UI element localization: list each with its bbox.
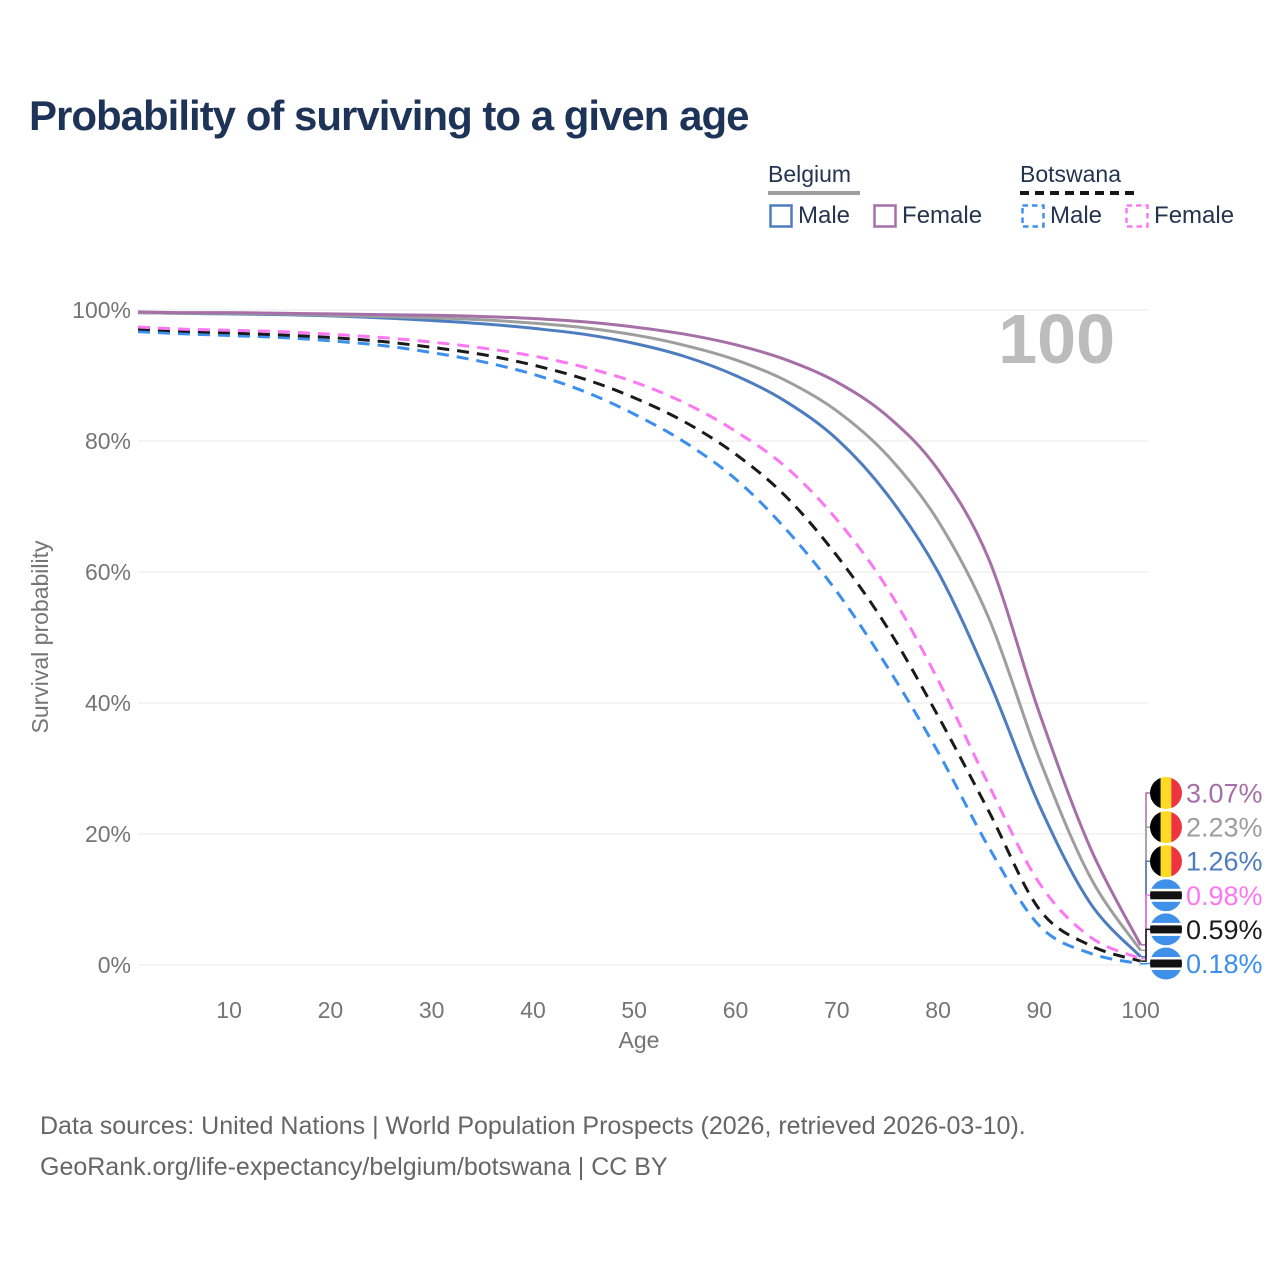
y-axis-title: Survival probability bbox=[27, 540, 53, 734]
legend-item-label: Female bbox=[902, 202, 983, 229]
y-tick-label: 80% bbox=[85, 428, 131, 454]
legend-swatch-icon bbox=[769, 204, 793, 228]
end-label-belgium-male: 1.26% bbox=[1186, 847, 1263, 877]
x-tick-label: 70 bbox=[824, 997, 850, 1023]
botswana-flag-icon bbox=[1150, 947, 1182, 980]
botswana-flag-icon bbox=[1150, 879, 1182, 912]
legend-group-title: Botswana bbox=[1020, 161, 1122, 187]
belgium-flag-icon bbox=[1150, 777, 1182, 809]
legend-group-botswana: Botswana Male Female bbox=[1020, 161, 1234, 230]
x-tick-label: 90 bbox=[1027, 997, 1053, 1023]
legend-item-label: Male bbox=[798, 202, 851, 229]
legend-item-botswana-male[interactable]: Male bbox=[1020, 202, 1102, 230]
end-label-botswana-female: 0.98% bbox=[1186, 881, 1263, 911]
x-tick-label: 40 bbox=[520, 997, 546, 1023]
survival-chart: 100 0% 20% 40% 60% 80% 100% 10 20 30 40 50 60 70 80 90… bbox=[27, 297, 1263, 1053]
x-axis-title: Age bbox=[619, 1027, 660, 1053]
botswana-flag-icon bbox=[1150, 913, 1182, 946]
end-label-botswana-combined: 0.59% bbox=[1186, 915, 1263, 945]
gridlines bbox=[138, 309, 1148, 966]
page-title: Probability of surviving to a given age bbox=[29, 92, 749, 139]
series-line-belgium-female bbox=[137, 310, 1142, 946]
x-tick-label: 100 bbox=[1121, 997, 1159, 1023]
x-tick-label: 30 bbox=[419, 997, 445, 1023]
legend-swatch-icon bbox=[1021, 204, 1045, 228]
legend-group-title: Belgium bbox=[768, 161, 852, 187]
x-tick-label: 50 bbox=[621, 997, 647, 1023]
x-tick-label: 80 bbox=[925, 997, 951, 1023]
legend-item-label: Male bbox=[1050, 202, 1103, 229]
y-tick-label: 40% bbox=[85, 690, 131, 716]
footer-attribution: GeoRank.org/life-expectancy/belgium/bots… bbox=[40, 1153, 668, 1181]
legend-swatch-icon bbox=[1125, 204, 1149, 228]
y-tick-label: 0% bbox=[98, 952, 131, 978]
y-tick-label: 60% bbox=[85, 559, 131, 585]
series-line-belgium-male bbox=[137, 311, 1142, 958]
x-tick-label: 20 bbox=[318, 997, 344, 1023]
y-tick-label: 20% bbox=[85, 821, 131, 847]
belgium-flag-icon bbox=[1150, 845, 1182, 878]
end-label-connector-botswana-combined bbox=[1141, 928, 1150, 962]
end-label-connector-botswana-female bbox=[1141, 894, 1150, 960]
legend-solid-line-sample bbox=[768, 191, 860, 195]
series-line-botswana-female bbox=[137, 325, 1142, 960]
age-watermark: 100 bbox=[998, 300, 1115, 378]
end-label-botswana-male: 0.18% bbox=[1186, 949, 1263, 979]
legend-group-belgium: Belgium Male Female bbox=[768, 161, 982, 230]
end-label-belgium-female: 3.07% bbox=[1186, 779, 1263, 809]
series-line-belgium-combined bbox=[137, 311, 1142, 952]
legend-item-label: Female bbox=[1154, 202, 1235, 229]
footer-data-sources: Data sources: United Nations | World Pop… bbox=[40, 1112, 1026, 1140]
axis-ticks: 0% 20% 40% 60% 80% 100% 10 20 30 40 50 60 70 80 90 100 bbox=[72, 297, 1160, 1023]
y-tick-label: 100% bbox=[72, 297, 131, 323]
legend-item-belgium-female[interactable]: Female bbox=[872, 202, 982, 230]
series-lines bbox=[137, 310, 1142, 966]
legend-item-botswana-female[interactable]: Female bbox=[1124, 202, 1234, 230]
belgium-flag-icon bbox=[1150, 811, 1182, 844]
legend-dashed-line-sample bbox=[1020, 191, 1138, 195]
legend-swatch-icon bbox=[873, 204, 897, 228]
footer: Data sources: United Nations | World Pop… bbox=[40, 1106, 1026, 1188]
end-label-belgium-combined: 2.23% bbox=[1186, 813, 1263, 843]
series-line-botswana-combined bbox=[137, 327, 1142, 963]
series-line-botswana-male bbox=[137, 330, 1141, 966]
series-end-labels: 3.07% 2.23% 1.26% 0.98% 0.59% 0.18% bbox=[1141, 777, 1263, 980]
x-tick-label: 60 bbox=[723, 997, 749, 1023]
legend-item-belgium-male[interactable]: Male bbox=[768, 202, 850, 230]
x-tick-label: 10 bbox=[216, 997, 242, 1023]
